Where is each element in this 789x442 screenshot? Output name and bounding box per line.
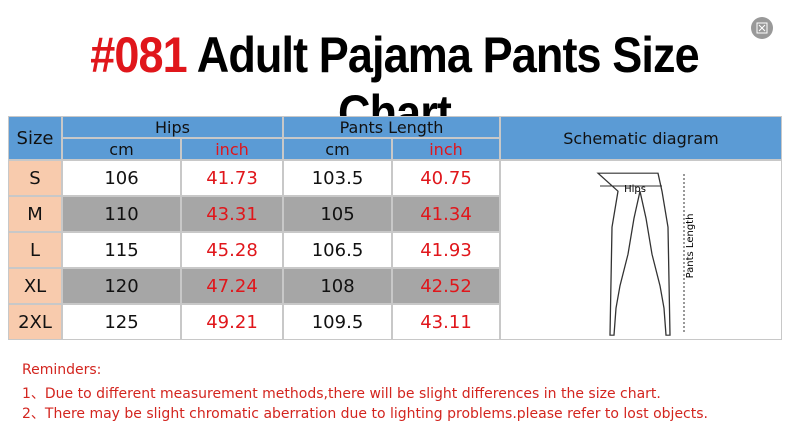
reminder: 2、There may be slight chromatic aberrati… <box>22 406 708 422</box>
reminder: 1、Due to different measurement methods,t… <box>22 386 661 402</box>
size-header: Size <box>8 116 62 160</box>
close-icon[interactable] <box>751 17 773 39</box>
value-cell: 49.21 <box>181 304 283 340</box>
value-cell: 41.34 <box>392 196 500 232</box>
reminders-title: Reminders: <box>22 362 102 378</box>
value-cell: 41.73 <box>181 160 283 196</box>
size-cell: 2XL <box>8 304 62 340</box>
title-text: Adult Pajama Pants Size Chart <box>196 27 700 141</box>
hips-header: Hips <box>62 116 283 138</box>
value-cell: 115 <box>62 232 181 268</box>
value-cell: 125 <box>62 304 181 340</box>
size-cell: S <box>8 160 62 196</box>
value-cell: 103.5 <box>283 160 392 196</box>
length-label: Pants Length <box>685 214 696 279</box>
value-cell: 47.24 <box>181 268 283 304</box>
size-cell: XL <box>8 268 62 304</box>
unit-header: inch <box>392 138 500 160</box>
value-cell: 45.28 <box>181 232 283 268</box>
value-cell: 43.11 <box>392 304 500 340</box>
unit-header: cm <box>62 138 181 160</box>
unit-header: cm <box>283 138 392 160</box>
value-cell: 106.5 <box>283 232 392 268</box>
value-cell: 120 <box>62 268 181 304</box>
value-cell: 106 <box>62 160 181 196</box>
value-cell: 40.75 <box>392 160 500 196</box>
length-header: Pants Length <box>283 116 500 138</box>
value-cell: 41.93 <box>392 232 500 268</box>
schematic: Hips Pants Length <box>596 172 696 336</box>
value-cell: 108 <box>283 268 392 304</box>
hips-label: Hips <box>624 184 646 195</box>
schematic-cell <box>500 160 782 340</box>
title-code: #081 <box>90 27 187 83</box>
size-cell: M <box>8 196 62 232</box>
value-cell: 109.5 <box>283 304 392 340</box>
value-cell: 105 <box>283 196 392 232</box>
value-cell: 110 <box>62 196 181 232</box>
unit-header: inch <box>181 138 283 160</box>
size-cell: L <box>8 232 62 268</box>
value-cell: 42.52 <box>392 268 500 304</box>
value-cell: 43.31 <box>181 196 283 232</box>
title: #081 Adult Pajama Pants Size Chart <box>39 26 749 142</box>
schematic-header: Schematic diagram <box>500 116 782 160</box>
